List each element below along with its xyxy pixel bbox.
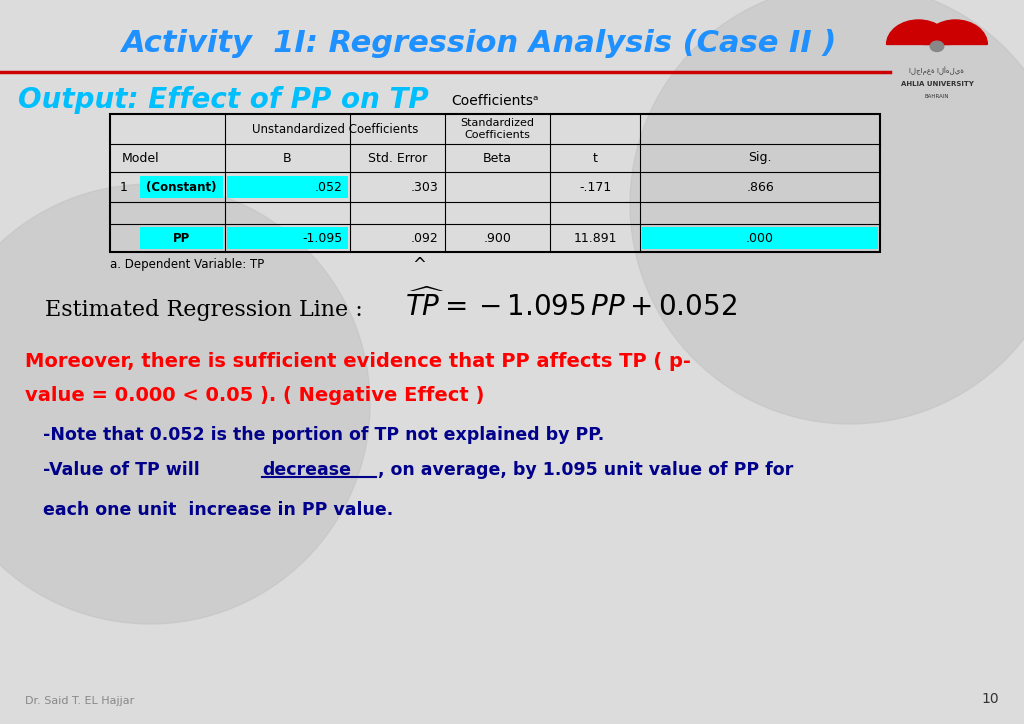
- Text: BAHRAIN: BAHRAIN: [925, 94, 949, 99]
- Text: 10: 10: [981, 692, 999, 706]
- Text: ^: ^: [412, 256, 426, 274]
- Text: Standardized
Coefficients: Standardized Coefficients: [461, 118, 535, 140]
- Text: .052: .052: [315, 180, 343, 193]
- Bar: [227, 176, 348, 198]
- Text: الجامعة الأهلية: الجامعة الأهلية: [909, 66, 965, 75]
- Text: .000: .000: [746, 232, 774, 245]
- Text: PP: PP: [173, 232, 190, 245]
- Bar: [140, 176, 223, 198]
- Text: Model: Model: [122, 151, 160, 164]
- Text: (Constant): (Constant): [146, 180, 217, 193]
- Text: .303: .303: [411, 180, 438, 193]
- Text: .866: .866: [746, 180, 774, 193]
- Text: -.171: -.171: [579, 180, 611, 193]
- Text: -Note that 0.052 is the portion of TP not explained by PP.: -Note that 0.052 is the portion of TP no…: [25, 426, 604, 444]
- Circle shape: [0, 184, 370, 624]
- Bar: [110, 114, 880, 252]
- Bar: [140, 227, 223, 249]
- Text: a. Dependent Variable: TP: a. Dependent Variable: TP: [110, 258, 264, 271]
- Text: 11.891: 11.891: [573, 232, 616, 245]
- Text: Beta: Beta: [483, 151, 512, 164]
- Text: Sig.: Sig.: [749, 151, 772, 164]
- Wedge shape: [887, 20, 950, 44]
- Text: Unstandardized Coefficients: Unstandardized Coefficients: [252, 122, 418, 135]
- Text: 1: 1: [120, 180, 128, 193]
- Text: Estimated Regression Line :: Estimated Regression Line :: [45, 299, 362, 321]
- Text: B: B: [284, 151, 292, 164]
- Text: Output: Effect of PP on TP: Output: Effect of PP on TP: [18, 86, 429, 114]
- Text: decrease: decrease: [262, 461, 351, 479]
- Text: t: t: [593, 151, 597, 164]
- Text: -Value of TP will: -Value of TP will: [25, 461, 206, 479]
- Text: each one unit  increase in PP value.: each one unit increase in PP value.: [25, 501, 393, 519]
- Text: -1.095: -1.095: [303, 232, 343, 245]
- Text: Dr. Said T. EL Hajjar: Dr. Said T. EL Hajjar: [25, 696, 134, 706]
- Text: .092: .092: [411, 232, 438, 245]
- Text: AHLIA UNIVERSITY: AHLIA UNIVERSITY: [900, 81, 974, 87]
- Text: Std. Error: Std. Error: [368, 151, 427, 164]
- Text: value = 0.000 < 0.05 ). ( Negative Effect ): value = 0.000 < 0.05 ). ( Negative Effec…: [25, 386, 484, 405]
- Bar: [642, 227, 878, 249]
- Text: .900: .900: [483, 232, 511, 245]
- Text: Moreover, there is sufficient evidence that PP affects TP ( p-: Moreover, there is sufficient evidence t…: [25, 352, 691, 371]
- Text: $\widehat{TP} = -1.095\,PP + 0.052$: $\widehat{TP} = -1.095\,PP + 0.052$: [406, 289, 737, 322]
- Text: Coefficientsᵃ: Coefficientsᵃ: [452, 94, 539, 108]
- Circle shape: [630, 0, 1024, 424]
- Text: , on average, by 1.095 unit value of PP for: , on average, by 1.095 unit value of PP …: [378, 461, 794, 479]
- Text: Activity  1I: Regression Analysis (Case II ): Activity 1I: Regression Analysis (Case I…: [122, 29, 838, 58]
- Bar: [227, 227, 348, 249]
- Wedge shape: [924, 20, 987, 44]
- Circle shape: [930, 41, 944, 51]
